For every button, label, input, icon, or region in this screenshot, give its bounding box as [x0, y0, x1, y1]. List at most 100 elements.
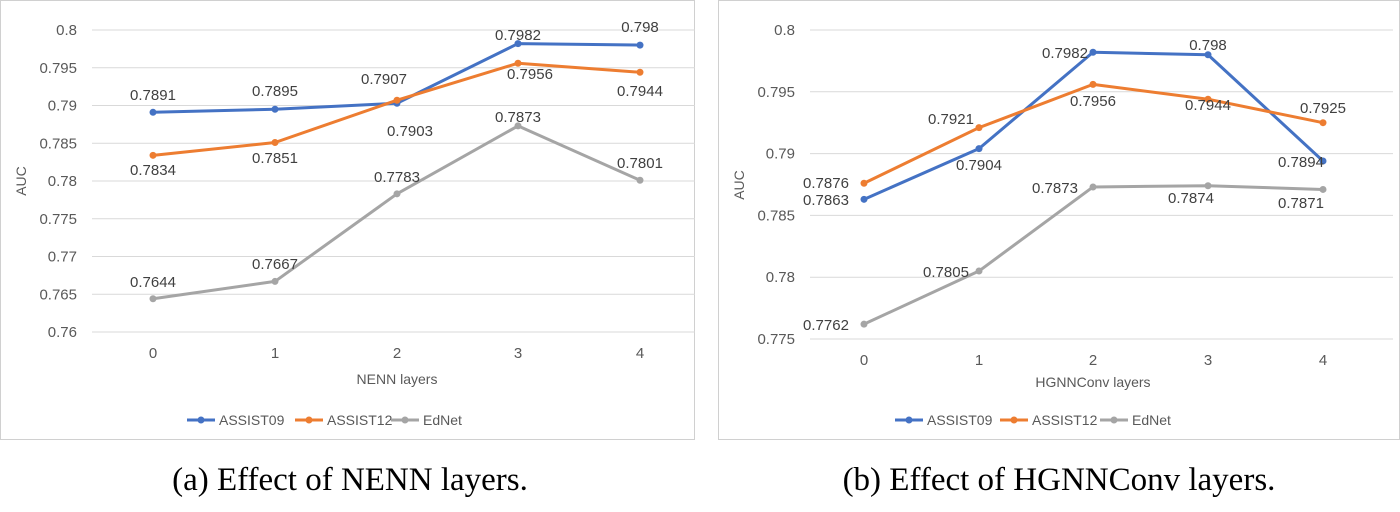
data-point: [636, 68, 644, 76]
data-label: 0.7851: [252, 150, 298, 167]
data-point: [1089, 48, 1097, 56]
x-tick-label: 3: [514, 345, 522, 362]
x-tick-label: 3: [1204, 352, 1212, 369]
data-point: [1204, 95, 1212, 103]
data-point: [514, 122, 522, 130]
data-point: [860, 195, 868, 203]
legend-marker: [1010, 416, 1018, 424]
data-label: 0.7801: [617, 155, 663, 172]
legend-marker: [905, 416, 913, 424]
data-point: [149, 295, 157, 303]
data-point: [514, 59, 522, 67]
data-point: [1204, 182, 1212, 190]
data-label: 0.7895: [252, 83, 298, 100]
y-axis-title: AUC: [731, 170, 747, 200]
y-tick-label: 0.795: [39, 60, 77, 77]
data-label: 0.7907: [361, 71, 407, 88]
data-point: [860, 320, 868, 328]
legend-marker: [401, 416, 409, 424]
data-point: [1089, 80, 1097, 88]
data-point: [636, 176, 644, 184]
legend-label: EdNet: [423, 412, 462, 428]
y-tick-label: 0.79: [48, 98, 77, 115]
data-label: 0.7783: [374, 169, 420, 186]
y-tick-label: 0.765: [39, 286, 77, 303]
chart-panel-nenn: 0.76 0.765 0.77 0.775 0.78 0.785 0.79 0.795 0.8 0…: [0, 0, 695, 498]
data-label: 0.7944: [1185, 97, 1231, 114]
line-chart-hgnnconv: 0.775 0.78 0.785 0.79 0.795 0.8 0 1 2 3 4 HGNNConv …: [731, 22, 1393, 428]
data-point: [1319, 157, 1327, 165]
data-label: 0.7762: [803, 317, 849, 334]
y-tick-label: 0.8: [774, 22, 795, 39]
chart-frame: [718, 0, 1400, 440]
data-point: [514, 40, 522, 48]
data-point: [1319, 119, 1327, 127]
data-point: [271, 277, 279, 285]
line-chart-nenn: 0.76 0.765 0.77 0.775 0.78 0.785 0.79 0.795 0.8 0…: [13, 19, 695, 428]
data-point: [271, 105, 279, 113]
series-line-ednet: [152, 124, 641, 301]
legend-label: ASSIST09: [219, 412, 285, 428]
data-label: 0.7956: [1070, 93, 1116, 110]
data-label: 0.7667: [252, 256, 298, 273]
y-tick-label: 0.78: [766, 269, 795, 286]
y-tick-label: 0.795: [757, 84, 795, 101]
x-tick-label: 1: [271, 345, 279, 362]
legend-label: EdNet: [1132, 412, 1171, 428]
x-axis-title: HGNNConv layers: [1035, 374, 1150, 390]
legend-label: ASSIST12: [1032, 412, 1098, 428]
data-label: 0.7944: [617, 83, 663, 100]
y-tick-label: 0.775: [39, 211, 77, 228]
legend-marker: [197, 416, 205, 424]
y-tick-label: 0.785: [757, 207, 795, 224]
figure-caption-b: (b) Effect of HGNNConv layers.: [842, 462, 1276, 498]
data-label: 0.7982: [495, 27, 541, 44]
x-tick-label: 2: [393, 345, 401, 362]
series-line-ednet: [863, 184, 1324, 326]
data-label: 0.7871: [1278, 195, 1324, 212]
y-tick-label: 0.78: [48, 173, 77, 190]
data-label: 0.7903: [387, 123, 433, 140]
data-point: [1319, 185, 1327, 193]
x-axis-title: NENN layers: [357, 371, 438, 387]
data-label: 0.7874: [1168, 190, 1214, 207]
legend-label: ASSIST12: [327, 412, 393, 428]
data-label: 0.798: [621, 19, 659, 36]
x-tick-label: 4: [636, 345, 644, 362]
data-label: 0.7805: [923, 264, 969, 281]
data-point: [393, 96, 401, 104]
y-tick-label: 0.77: [48, 249, 77, 266]
data-label: 0.7921: [928, 111, 974, 128]
data-label: 0.7904: [956, 157, 1002, 174]
data-label: 0.7894: [1278, 154, 1324, 171]
data-point: [393, 190, 401, 198]
legend-label: ASSIST09: [927, 412, 993, 428]
chart-panel-hgnnconv: 0.775 0.78 0.785 0.79 0.795 0.8 0 1 2 3 4 HGNNConv …: [718, 0, 1400, 512]
data-point: [975, 267, 983, 275]
data-label: 0.7873: [1032, 180, 1078, 197]
data-label: 0.7876: [803, 175, 849, 192]
data-label: 0.7956: [507, 66, 553, 83]
legend-marker: [305, 416, 313, 424]
x-tick-label: 0: [149, 345, 157, 362]
data-point: [149, 108, 157, 116]
y-tick-label: 0.76: [48, 324, 77, 341]
data-label: 0.7834: [130, 162, 176, 179]
y-tick-label: 0.775: [757, 331, 795, 348]
chart-frame: [0, 0, 695, 440]
data-point: [636, 41, 644, 49]
data-point: [149, 151, 157, 159]
y-tick-label: 0.785: [39, 135, 77, 152]
x-tick-label: 2: [1089, 352, 1097, 369]
data-point: [1089, 183, 1097, 191]
data-point: [975, 124, 983, 132]
legend-marker: [1110, 416, 1118, 424]
data-label: 0.798: [1189, 37, 1227, 54]
data-label: 0.7873: [495, 109, 541, 126]
data-label: 0.7863: [803, 192, 849, 209]
data-label: 0.7925: [1300, 100, 1346, 117]
x-tick-label: 4: [1319, 352, 1327, 369]
data-point: [860, 179, 868, 187]
data-point: [271, 138, 279, 146]
x-tick-label: 1: [975, 352, 983, 369]
